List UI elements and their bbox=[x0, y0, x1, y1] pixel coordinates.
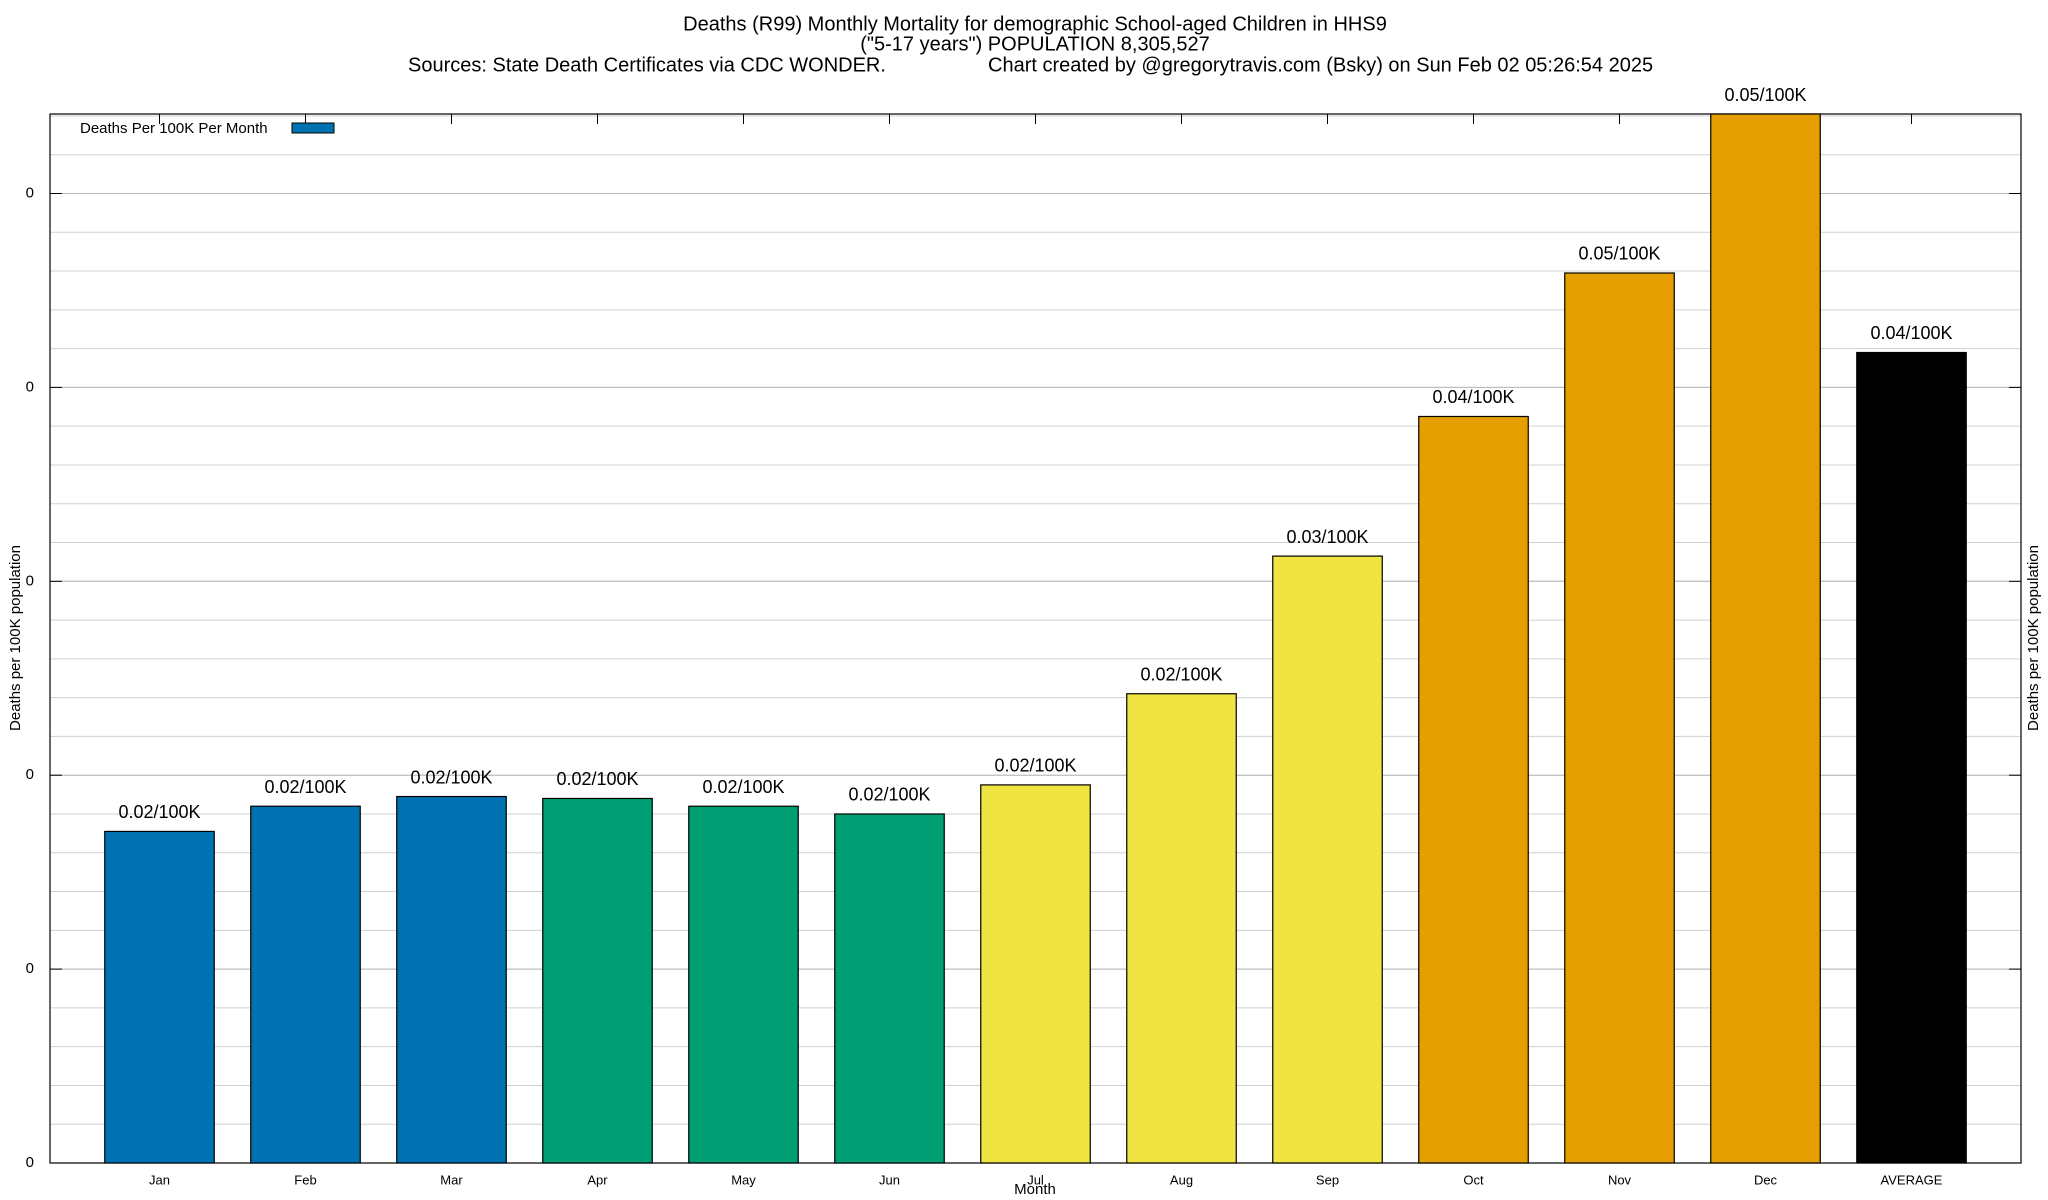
value-label: 0.05/100K bbox=[1578, 244, 1660, 264]
value-label: 0.02/100K bbox=[264, 777, 346, 797]
bar bbox=[250, 805, 361, 1164]
chart-subtitle: ("5-17 years") POPULATION 8,305,527 bbox=[860, 33, 1210, 55]
x-tick-label: Oct bbox=[1463, 1172, 1484, 1187]
value-label: 0.03/100K bbox=[1286, 527, 1368, 547]
bar bbox=[1856, 351, 1967, 1164]
x-tick-label: Dec bbox=[1754, 1172, 1778, 1187]
value-label: 0.02/100K bbox=[994, 756, 1076, 776]
y-tick-label: 0 bbox=[26, 378, 34, 395]
value-label: 0.02/100K bbox=[702, 777, 784, 797]
credit: Chart created by @gregorytravis.com (Bsk… bbox=[988, 54, 1653, 76]
y-tick-label: 0 bbox=[26, 572, 34, 589]
bar bbox=[1272, 555, 1383, 1164]
x-tick-label: Sep bbox=[1316, 1172, 1339, 1187]
x-tick-label: AVERAGE bbox=[1881, 1172, 1943, 1187]
y-tick-label: 0 bbox=[26, 960, 34, 977]
bar bbox=[396, 795, 507, 1164]
value-label: 0.05/100K bbox=[1724, 85, 1806, 105]
x-tick-label: Jan bbox=[149, 1172, 170, 1187]
x-tick-label: Nov bbox=[1608, 1172, 1632, 1187]
value-label: 0.02/100K bbox=[118, 802, 200, 822]
value-label: 0.02/100K bbox=[1140, 665, 1222, 685]
x-tick-label: Apr bbox=[587, 1172, 608, 1187]
value-label: 0.02/100K bbox=[410, 767, 492, 787]
value-label: 0.04/100K bbox=[1432, 387, 1514, 407]
y-axis-label: Deaths per 100K population bbox=[7, 545, 24, 731]
bar bbox=[980, 784, 1091, 1164]
bar bbox=[1710, 113, 1821, 1164]
x-tick-label: Mar bbox=[440, 1172, 463, 1187]
sources: Sources: State Death Certificates via CD… bbox=[408, 54, 886, 76]
y-tick-label: 0 bbox=[26, 1154, 34, 1171]
bar bbox=[104, 830, 215, 1164]
bar bbox=[1564, 272, 1675, 1164]
bar bbox=[834, 813, 945, 1164]
x-tick-label: Jun bbox=[879, 1172, 900, 1187]
value-label: 0.02/100K bbox=[556, 769, 638, 789]
bar bbox=[688, 805, 799, 1164]
x-tick-label: May bbox=[731, 1172, 756, 1187]
y-tick-label: 0 bbox=[26, 766, 34, 783]
legend-swatch bbox=[291, 122, 335, 134]
x-tick-label: Feb bbox=[294, 1172, 316, 1187]
x-tick-label: Jul bbox=[1027, 1172, 1044, 1187]
bar bbox=[1126, 693, 1237, 1164]
chart-title: Deaths (R99) Monthly Mortality for demog… bbox=[683, 13, 1387, 35]
bar bbox=[1418, 415, 1529, 1164]
x-axis-label: Month bbox=[1014, 1181, 1056, 1198]
y-tick-label: 0 bbox=[26, 184, 34, 201]
value-label: 0.04/100K bbox=[1870, 323, 1952, 343]
bar bbox=[542, 797, 653, 1164]
value-label: 0.02/100K bbox=[848, 785, 930, 805]
x-tick-label: Aug bbox=[1170, 1172, 1193, 1187]
y2-axis-label: Deaths per 100K population bbox=[2025, 545, 2042, 731]
legend-label: Deaths Per 100K Per Month bbox=[80, 120, 268, 137]
